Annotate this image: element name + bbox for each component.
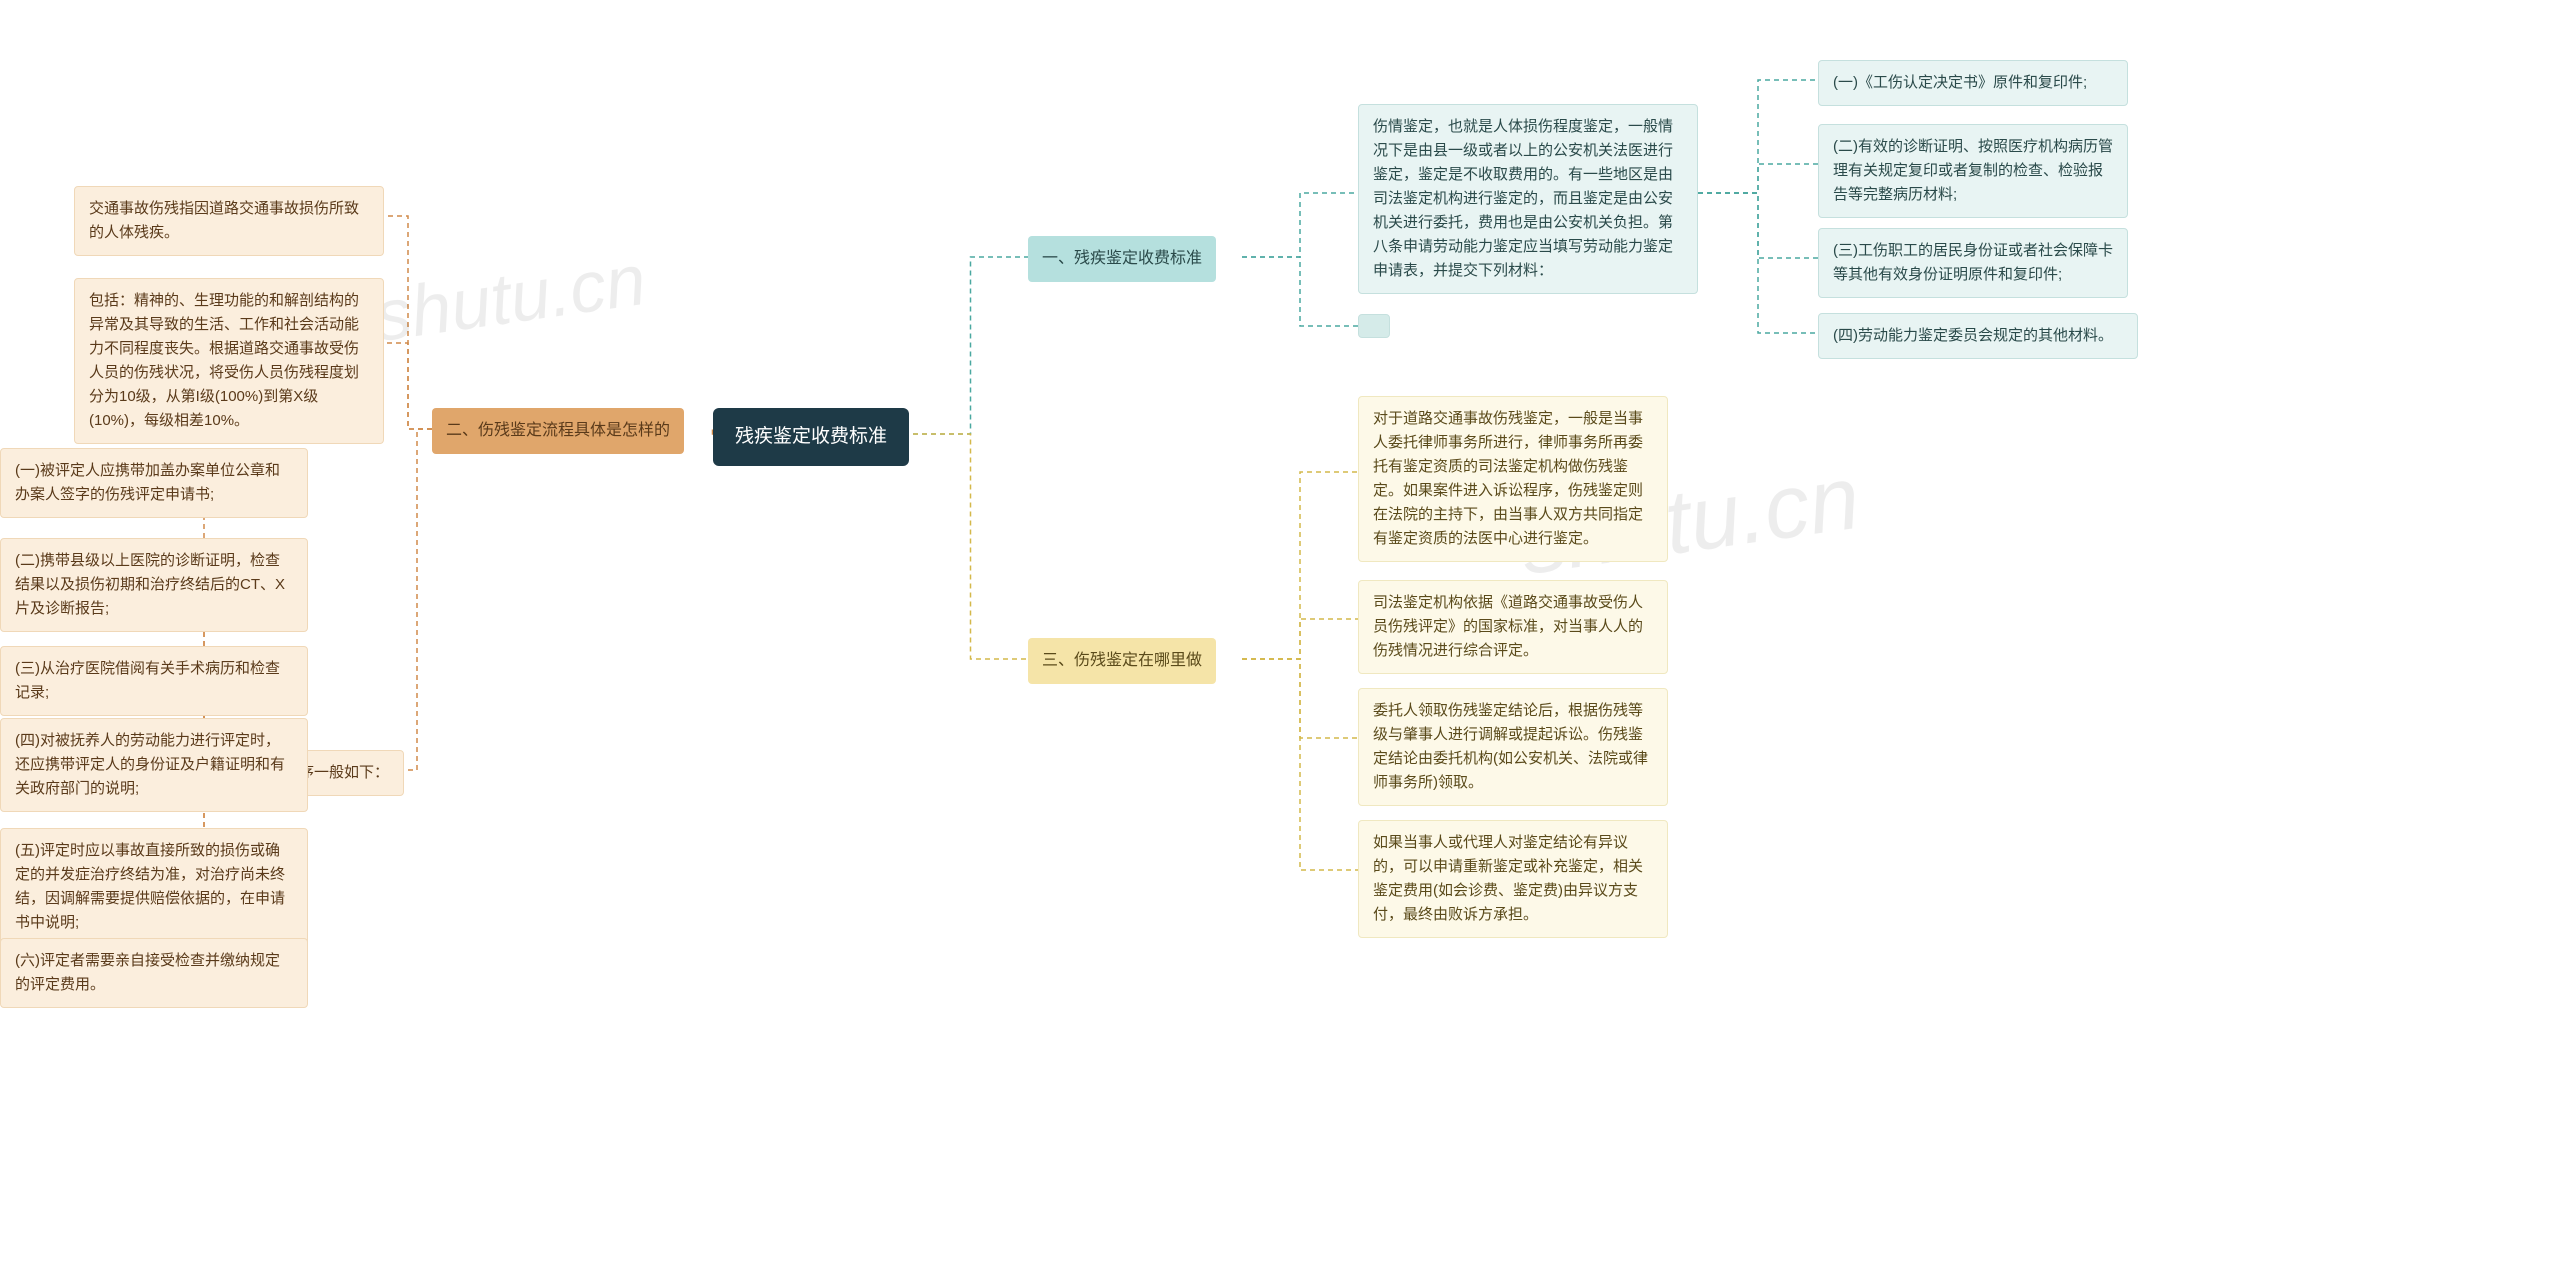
branch-3: 三、伤残鉴定在哪里做	[1028, 638, 1216, 684]
branch-2: 二、伤残鉴定流程具体是怎样的	[432, 408, 684, 454]
b1-leaf-desc: 伤情鉴定，也就是人体损伤程度鉴定，一般情况下是由县一级或者以上的公安机关法医进行…	[1358, 104, 1698, 294]
b2-sub-2: (二)携带县级以上医院的诊断证明，检查结果以及损伤初期和治疗终结后的CT、X片及…	[0, 538, 308, 632]
b3-leaf-1: 对于道路交通事故伤残鉴定，一般是当事人委托律师事务所进行，律师事务所再委托有鉴定…	[1358, 396, 1668, 562]
b1-sub-2: (二)有效的诊断证明、按照医疗机构病历管理有关规定复印或者复制的检查、检验报告等…	[1818, 124, 2128, 218]
b2-leaf-1: 交通事故伤残指因道路交通事故损伤所致的人体残疾。	[74, 186, 384, 256]
b1-sub-4: (四)劳动能力鉴定委员会规定的其他材料。	[1818, 313, 2138, 359]
b2-sub-6: (六)评定者需要亲自接受检查并缴纳规定的评定费用。	[0, 938, 308, 1008]
b1-sub-3: (三)工伤职工的居民身份证或者社会保障卡等其他有效身份证明原件和复印件;	[1818, 228, 2128, 298]
b2-leaf-2: 包括：精神的、生理功能的和解剖结构的异常及其导致的生活、工作和社会活动能力不同程…	[74, 278, 384, 444]
b1-leaf-empty	[1358, 314, 1390, 338]
branch-1: 一、残疾鉴定收费标准	[1028, 236, 1216, 282]
b3-leaf-4: 如果当事人或代理人对鉴定结论有异议的，可以申请重新鉴定或补充鉴定，相关鉴定费用(…	[1358, 820, 1668, 938]
b3-leaf-2: 司法鉴定机构依据《道路交通事故受伤人员伤残评定》的国家标准，对当事人人的伤残情况…	[1358, 580, 1668, 674]
b2-sub-4: (四)对被抚养人的劳动能力进行评定时，还应携带评定人的身份证及户籍证明和有关政府…	[0, 718, 308, 812]
b2-sub-5: (五)评定时应以事故直接所致的损伤或确定的并发症治疗终结为准，对治疗尚未终结，因…	[0, 828, 308, 946]
b1-sub-1: (一)《工伤认定决定书》原件和复印件;	[1818, 60, 2128, 106]
b2-sub-1: (一)被评定人应携带加盖办案单位公章和办案人签字的伤残评定申请书;	[0, 448, 308, 518]
root-node: 残疾鉴定收费标准	[713, 408, 909, 466]
b2-sub-3: (三)从治疗医院借阅有关手术病历和检查记录;	[0, 646, 308, 716]
connectors-layer	[0, 0, 2560, 1272]
b3-leaf-3: 委托人领取伤残鉴定结论后，根据伤残等级与肇事人进行调解或提起诉讼。伤残鉴定结论由…	[1358, 688, 1668, 806]
